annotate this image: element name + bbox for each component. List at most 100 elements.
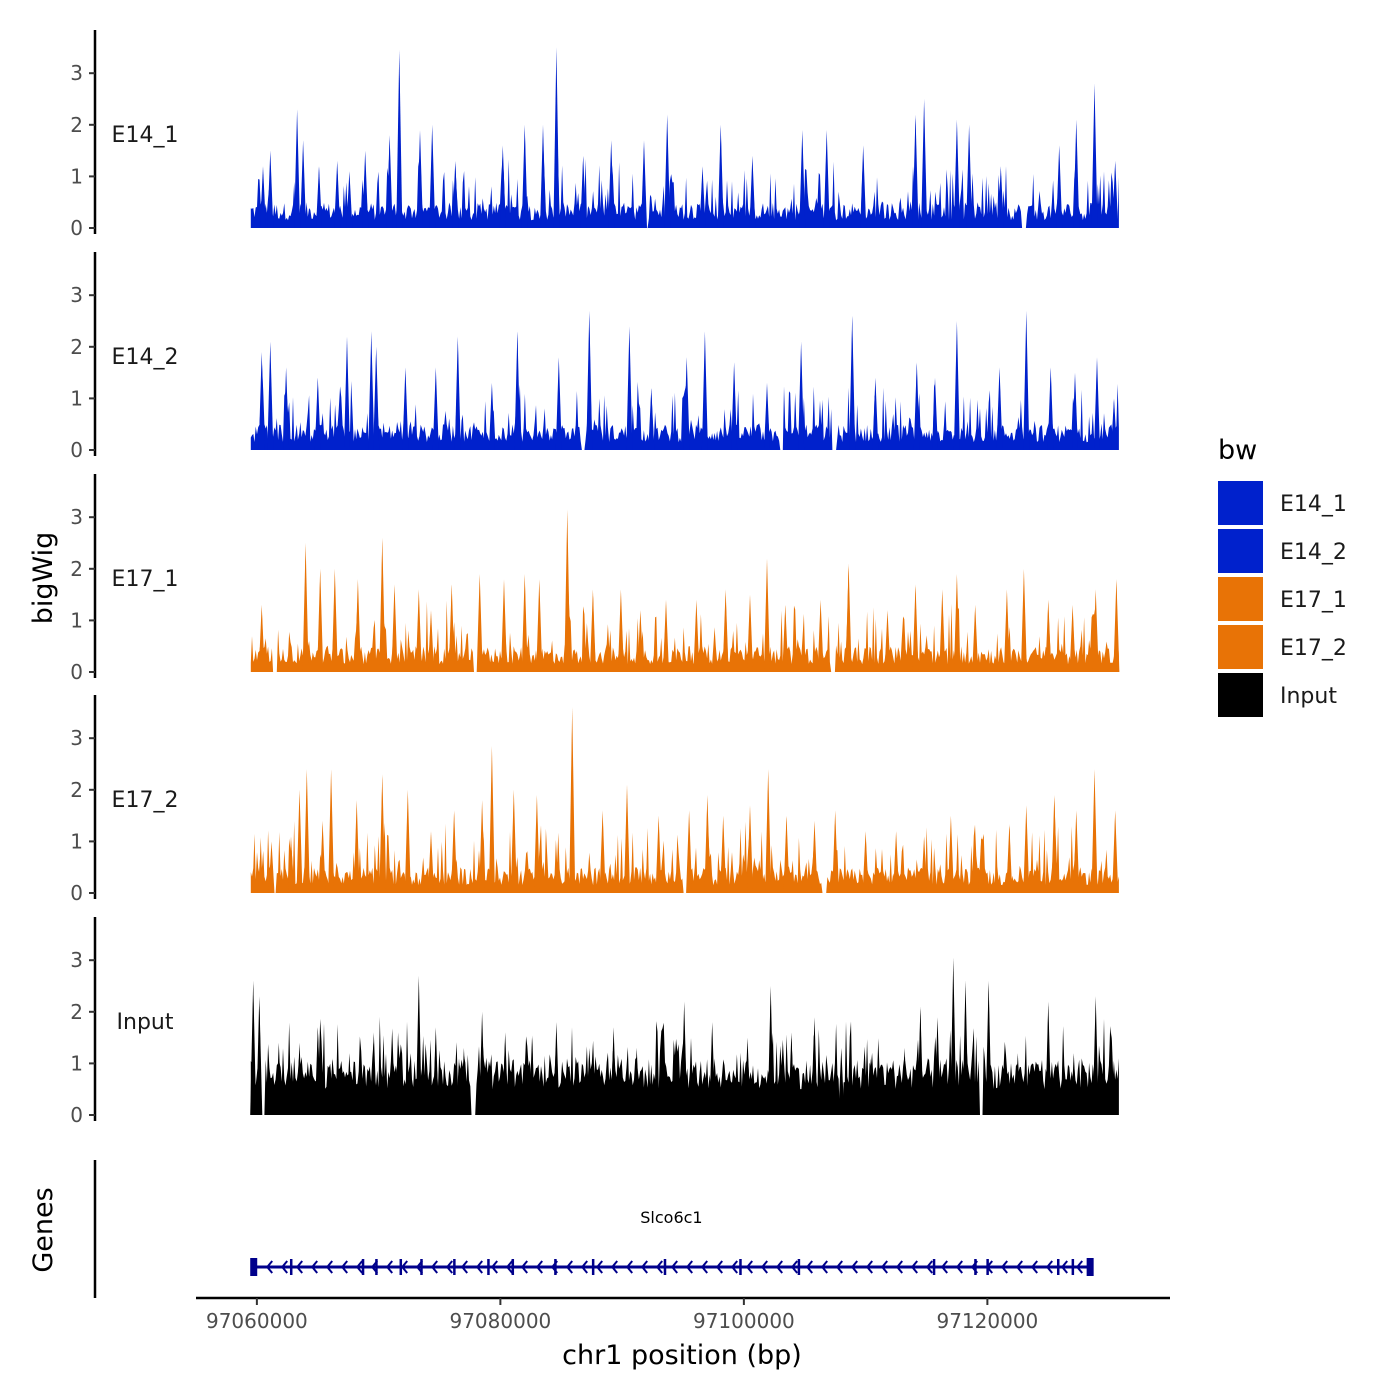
signal-tracks: 0 1 2 3 E14_1 0 1 2 3 E14_2 0 1 2 3 E17_1 0 1 2 3 E17_2 0 1 2 3…: [70, 30, 1120, 1127]
peak-mark: [404, 789, 411, 893]
peak-mark: [686, 810, 693, 893]
signal-area-E14_1: [250, 75, 1119, 229]
legend-swatch-E14_2: [1218, 529, 1263, 573]
peak-mark: [344, 336, 350, 450]
track-label: E17_1: [112, 567, 179, 592]
peak-mark: [428, 610, 434, 672]
peak-mark: [283, 367, 290, 450]
peak-mark: [798, 341, 805, 450]
gene-exon: [739, 1259, 742, 1275]
peak-mark: [456, 1058, 462, 1115]
peak-mark: [1003, 589, 1010, 672]
y-tick-label: 3: [70, 726, 83, 750]
strand-arrow: [565, 1260, 573, 1274]
peak-mark: [1072, 372, 1078, 450]
strand-arrow: [1060, 1260, 1068, 1274]
y-axis-title: bigWig: [28, 532, 59, 625]
x-tick-label: 97100000: [693, 1309, 795, 1333]
peak-mark: [391, 584, 398, 672]
peak-mark: [346, 1053, 353, 1115]
strand-arrow: [625, 1260, 633, 1274]
strand-arrow: [475, 1260, 483, 1274]
peak-mark: [845, 563, 852, 672]
gene-exon: [974, 1259, 977, 1275]
peak-mark: [1112, 810, 1119, 893]
peak-mark: [432, 1027, 439, 1115]
peak-mark: [966, 124, 973, 228]
peak-mark: [693, 599, 700, 672]
peak-mark: [1023, 310, 1030, 450]
peak-mark: [368, 331, 375, 450]
peak-mark: [817, 599, 824, 672]
strand-arrow: [865, 1260, 873, 1274]
peak-mark: [660, 1063, 667, 1115]
gene-exon: [420, 1259, 423, 1275]
peak-mark: [370, 1032, 377, 1115]
x-axis: 97060000 97080000 97100000 97120000: [196, 1296, 1170, 1333]
peak-mark: [663, 599, 669, 672]
y-tick-label: 2: [70, 557, 83, 581]
gene-exon: [1086, 1258, 1094, 1276]
signal-area-E17_1: [250, 536, 1119, 672]
peak-mark: [540, 124, 546, 228]
x-tick-label: 97060000: [206, 1309, 308, 1333]
gene-exon: [1071, 1259, 1075, 1275]
peak-mark: [648, 388, 655, 450]
peak-mark: [932, 377, 938, 450]
peak-mark: [849, 315, 856, 450]
peak-mark: [637, 610, 644, 672]
peak-mark: [626, 326, 633, 450]
strand-arrow: [925, 1260, 933, 1274]
peak-mark: [939, 589, 946, 672]
y-tick-label: 3: [70, 948, 83, 972]
peak-mark: [764, 382, 770, 450]
peak-mark: [709, 1022, 716, 1115]
peak-mark: [488, 745, 495, 893]
peak-mark: [432, 367, 439, 450]
peak-mark: [586, 310, 593, 450]
peak-mark: [296, 789, 303, 893]
peak-mark: [267, 341, 274, 450]
peak-mark: [872, 377, 879, 450]
peak-mark: [296, 1042, 303, 1115]
peak-mark: [502, 1032, 509, 1115]
strand-arrow: [520, 1260, 528, 1274]
strand-arrow: [700, 1260, 708, 1274]
peak-mark: [838, 1047, 845, 1115]
gene-exon: [361, 1259, 365, 1275]
y-tick-label: 1: [70, 164, 83, 188]
peak-mark: [996, 367, 1003, 450]
peak-mark: [767, 986, 774, 1115]
track-label: E14_2: [112, 345, 179, 370]
peak-mark: [720, 815, 727, 893]
strand-arrow: [805, 1260, 813, 1274]
x-tick-label: 97080000: [449, 1309, 551, 1333]
strand-arrow: [670, 1260, 678, 1274]
peak-mark: [564, 509, 571, 672]
strand-arrow: [1000, 1260, 1008, 1274]
gene-exon: [554, 1259, 557, 1275]
peak-mark: [1113, 579, 1120, 672]
track-E14_2: 0 1 2 3 E14_2: [70, 252, 1119, 462]
peak-mark: [722, 589, 729, 672]
legend-label: E17_2: [1280, 636, 1347, 661]
gene-exon: [453, 1259, 456, 1275]
x-axis-title: chr1 position (bp): [562, 1340, 802, 1371]
peak-mark: [395, 1032, 402, 1115]
peak-mark: [268, 841, 275, 893]
peak-mark: [823, 130, 830, 228]
track-E17_2: 0 1 2 3 E17_2: [70, 695, 1119, 905]
peak-mark: [811, 1017, 818, 1115]
track-Input: 0 1 2 3 Input: [70, 917, 1119, 1127]
peak-mark: [396, 50, 403, 228]
peak-mark: [386, 135, 393, 228]
peak-mark: [1091, 769, 1098, 893]
peak-mark: [704, 795, 711, 893]
x-tick-label: 97120000: [936, 1309, 1038, 1333]
legend-title: bw: [1218, 435, 1257, 466]
legend: bw E14_1 E14_2 E17_1 E17_2 Input: [1218, 435, 1347, 717]
peak-mark: [586, 1047, 593, 1115]
peak-mark: [589, 589, 596, 672]
peak-mark: [288, 836, 294, 893]
